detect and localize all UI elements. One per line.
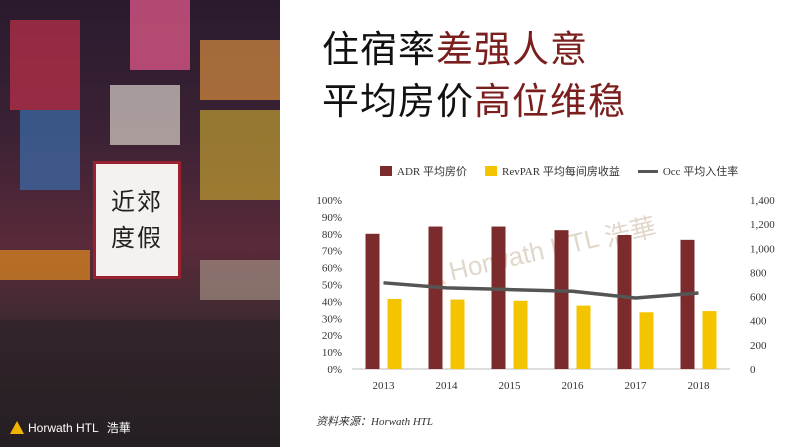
legend-adr-label: ADR 平均房价 — [397, 166, 467, 178]
left-tick-label: 20% — [322, 330, 342, 342]
photo-caption-box: 近郊 度假 — [93, 161, 181, 279]
source-note: 资料来源：Horwath HTL — [316, 416, 434, 428]
left-tick-label: 90% — [322, 212, 342, 224]
title-line1-accent: 差强人意 — [436, 28, 588, 71]
left-tick-label: 10% — [322, 347, 342, 359]
title-line1-plain: 住宿率 — [322, 28, 436, 71]
hotel-performance-chart: 0% 10% 20% 30% 40% 50% 60% 70% 80% 90% 100% 0 200 400… — [316, 195, 775, 392]
left-tick-label: 60% — [322, 263, 342, 275]
legend-occ-swatch — [637, 169, 658, 173]
left-tick-label: 40% — [322, 296, 342, 308]
revpar-bar — [387, 298, 402, 369]
revpar-bar — [702, 311, 717, 369]
legend-revpar: RevPAR 平均每间房收益 — [484, 163, 620, 179]
right-tick-label: 1,200 — [750, 219, 775, 231]
right-tick-label: 400 — [750, 316, 767, 328]
x-tick-label: 2018 — [688, 380, 711, 392]
title-line2-plain: 平均房价 — [322, 80, 474, 123]
adr-bar — [365, 233, 380, 369]
right-tick-label: 1,000 — [750, 243, 775, 255]
adr-bar — [428, 226, 443, 369]
title-line2-accent: 高位维稳 — [474, 80, 626, 123]
legend-revpar-label: RevPAR 平均每间房收益 — [501, 166, 620, 178]
chart-legend: ADR 平均房价 RevPAR 平均每间房收益 Occ 平均入住率 — [380, 163, 738, 179]
right-tick-label: 200 — [750, 340, 767, 352]
x-tick-label: 2017 — [625, 380, 648, 392]
left-tick-label: 50% — [322, 280, 342, 292]
horwath-logo: Horwath HTL 浩華 — [10, 419, 131, 436]
legend-occ: Occ 平均入住率 — [637, 163, 739, 179]
legend-occ-label: Occ 平均入住率 — [662, 166, 739, 178]
caption-line-1: 近郊 — [111, 188, 163, 216]
revpar-bar — [639, 312, 654, 369]
x-tick-label: 2014 — [436, 380, 459, 392]
x-tick-label: 2015 — [499, 380, 522, 392]
page-title: 住宿率差强人意 平均房价高位维稳 — [322, 24, 626, 128]
adr-bar — [491, 226, 506, 369]
adr-bar — [617, 235, 632, 369]
legend-adr: ADR 平均房价 — [380, 163, 467, 179]
left-tick-label: 70% — [322, 246, 342, 258]
caption-line-2: 度假 — [111, 224, 163, 252]
right-tick-label: 800 — [750, 267, 767, 279]
triangle-logo-icon — [10, 421, 24, 434]
revpar-bar — [576, 305, 591, 369]
logo-cn: 浩華 — [106, 421, 131, 435]
left-tick-label: 100% — [316, 195, 342, 207]
x-tick-label: 2013 — [373, 380, 396, 392]
right-tick-label: 600 — [750, 292, 767, 304]
city-photo-panel: 近郊 度假 Horwath HTL 浩華 — [0, 0, 280, 447]
occ-line — [383, 281, 699, 300]
right-tick-label: 1,400 — [750, 195, 775, 207]
revpar-bar — [513, 300, 528, 369]
left-tick-label: 80% — [322, 229, 342, 241]
revpar-bar — [450, 299, 465, 369]
adr-bar — [680, 239, 695, 369]
left-tick-label: 30% — [322, 313, 342, 325]
x-tick-label: 2016 — [562, 380, 585, 392]
legend-revpar-swatch — [484, 166, 497, 176]
right-tick-label: 0 — [750, 364, 756, 376]
adr-bar — [554, 230, 569, 369]
left-tick-label: 0% — [327, 364, 342, 376]
logo-text: Horwath HTL — [28, 420, 99, 435]
legend-adr-swatch — [380, 166, 392, 176]
